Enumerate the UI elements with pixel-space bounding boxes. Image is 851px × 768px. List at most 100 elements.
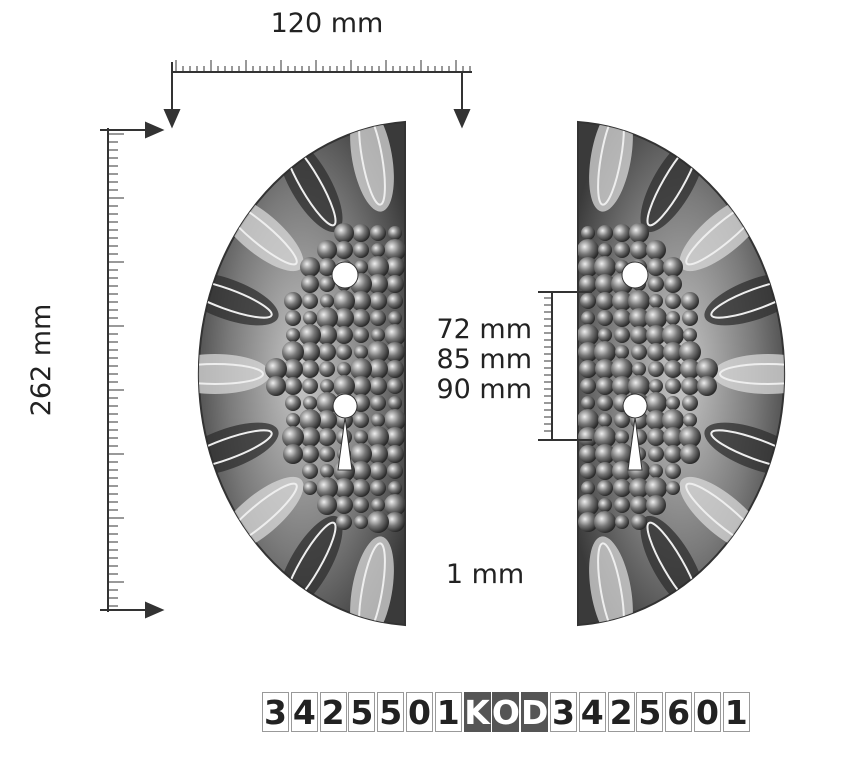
bead	[318, 343, 336, 361]
code-char: 1	[722, 692, 750, 732]
ridge-line	[719, 363, 785, 385]
bead	[682, 395, 698, 411]
bead	[597, 480, 613, 496]
bead	[578, 427, 598, 447]
bead	[334, 308, 354, 328]
bead	[353, 412, 369, 428]
bead	[580, 463, 596, 479]
code-char: 1	[434, 692, 462, 732]
ridge-line	[198, 429, 273, 470]
code-char: 5	[377, 692, 405, 732]
bead	[578, 239, 599, 261]
bead	[353, 242, 369, 258]
bead	[299, 409, 321, 431]
bead	[370, 225, 386, 241]
spacing-label: 72 mm	[436, 314, 532, 345]
bead	[614, 412, 630, 428]
code-char: 6	[665, 692, 693, 732]
bead	[284, 377, 302, 395]
bead	[581, 396, 595, 410]
ridge-line	[358, 542, 386, 625]
bead	[679, 341, 701, 363]
code-char: 2	[607, 692, 635, 732]
bead	[578, 257, 598, 277]
bead	[647, 258, 665, 276]
bead	[613, 309, 631, 327]
bead	[352, 309, 370, 327]
bead	[681, 292, 699, 310]
bead	[385, 342, 405, 362]
code-char: O	[491, 692, 520, 732]
bead	[581, 481, 595, 495]
bead	[384, 239, 405, 261]
bead	[683, 413, 697, 427]
code-char: 0	[693, 692, 721, 732]
bead	[371, 328, 385, 342]
bead	[598, 413, 612, 427]
bead	[630, 326, 648, 344]
bead	[352, 479, 370, 497]
bead	[666, 396, 680, 410]
bead	[386, 445, 404, 463]
bead	[614, 497, 630, 513]
bead	[598, 498, 612, 512]
bead	[370, 480, 386, 496]
bead	[628, 290, 650, 312]
bead	[299, 324, 321, 346]
ridge-line	[597, 122, 625, 206]
bead	[646, 495, 666, 515]
bead	[317, 495, 337, 515]
bead	[317, 240, 337, 260]
bead	[371, 413, 385, 427]
bead	[385, 512, 405, 532]
bead	[696, 358, 718, 380]
bead	[368, 359, 388, 379]
bead	[614, 242, 630, 258]
ridge-line	[198, 278, 273, 319]
bead	[614, 327, 630, 343]
bead	[581, 226, 595, 240]
bead	[662, 409, 684, 431]
bead	[283, 359, 303, 379]
bead	[646, 410, 666, 430]
bead	[628, 375, 650, 397]
bead	[645, 307, 667, 329]
bead	[284, 292, 302, 310]
bead	[385, 427, 405, 447]
bead	[666, 481, 680, 495]
bead	[354, 430, 368, 444]
bead	[598, 243, 612, 257]
bead	[303, 311, 317, 325]
ridge-line	[198, 363, 264, 385]
bead	[285, 395, 301, 411]
bead	[367, 511, 389, 533]
bead	[594, 256, 616, 278]
keyhole	[332, 393, 358, 471]
ridge-line	[710, 429, 785, 470]
bead	[335, 326, 353, 344]
bead	[316, 307, 338, 329]
bead	[300, 427, 320, 447]
bead	[367, 341, 389, 363]
bead	[615, 430, 629, 444]
bead	[612, 291, 632, 311]
bead	[697, 376, 717, 396]
keyhole	[622, 393, 648, 471]
bead	[615, 515, 629, 529]
bead	[648, 361, 664, 377]
bead	[612, 376, 632, 396]
bead	[388, 481, 402, 495]
bead	[680, 444, 700, 464]
bead	[596, 462, 614, 480]
bead	[664, 360, 682, 378]
bead	[679, 426, 701, 448]
screw-hole	[621, 261, 649, 289]
bead	[351, 291, 371, 311]
bead	[578, 342, 598, 362]
bead	[645, 392, 667, 414]
bead	[665, 293, 681, 309]
bead	[369, 292, 387, 310]
bead	[337, 362, 351, 376]
code-char: 5	[636, 692, 664, 732]
